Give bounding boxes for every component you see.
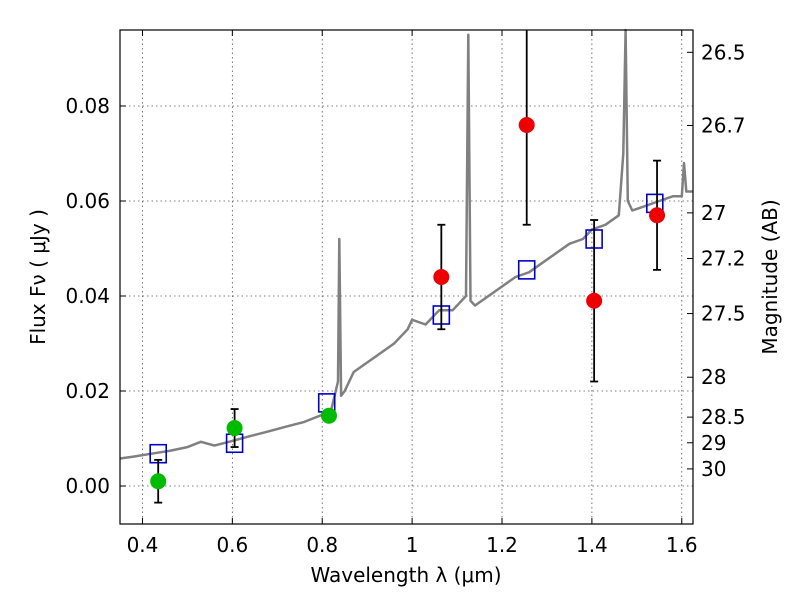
x-tick-label: 1.6	[666, 533, 698, 557]
x-tick-label: 0.6	[216, 533, 248, 557]
x-tick-label: 1.4	[576, 533, 608, 557]
magnitude-tick-label: 28	[701, 365, 726, 389]
x-axis-label: Wavelength λ (μm)	[310, 563, 501, 587]
magnitude-tick-label: 27.2	[701, 246, 746, 270]
y-tick-label: 0.06	[65, 189, 110, 213]
y-axis-ticks: 0.00 0.02 0.04 0.06 0.08	[65, 94, 126, 498]
x-tick-label: 0.8	[306, 533, 338, 557]
magnitude-tick-label: 27	[701, 201, 726, 225]
green-data-point	[150, 473, 167, 490]
grid-lines	[120, 30, 693, 524]
magnitude-tick-label: 30	[701, 457, 726, 481]
magnitude-tick-label: 28.5	[701, 405, 746, 429]
y-tick-label: 0.02	[65, 379, 110, 403]
green-data-point	[226, 420, 243, 437]
y-tick-label: 0.00	[65, 474, 110, 498]
red-data-point	[586, 292, 603, 309]
model-square-marker	[517, 260, 536, 280]
y-tick-label: 0.08	[65, 94, 110, 118]
y-axis-label: Flux Fν ( μJy )	[26, 209, 50, 345]
x-tick-label: 0.4	[127, 533, 159, 557]
y2-axis-label: Magnitude (AB)	[758, 199, 782, 354]
magnitude-tick-label: 26.5	[701, 40, 746, 64]
green-data-point	[320, 407, 337, 424]
x-tick-label: 1.2	[486, 533, 518, 557]
red-data-point	[433, 269, 450, 285]
red-data-point	[518, 117, 535, 133]
x-axis-ticks: 0.4 0.6 0.8 1 1.2 1.4 1.6	[127, 30, 698, 557]
spectrum-line	[119, 28, 693, 460]
magnitude-tick-label: 27.5	[701, 302, 746, 326]
y-tick-label: 0.04	[65, 284, 110, 308]
magnitude-tick-label: 26.7	[701, 113, 746, 137]
red-data-point	[649, 207, 666, 224]
magnitude-tick-label: 29	[701, 431, 726, 455]
axes-frame	[119, 29, 694, 525]
plot-area	[119, 28, 693, 504]
x-tick-label: 1	[406, 533, 419, 557]
